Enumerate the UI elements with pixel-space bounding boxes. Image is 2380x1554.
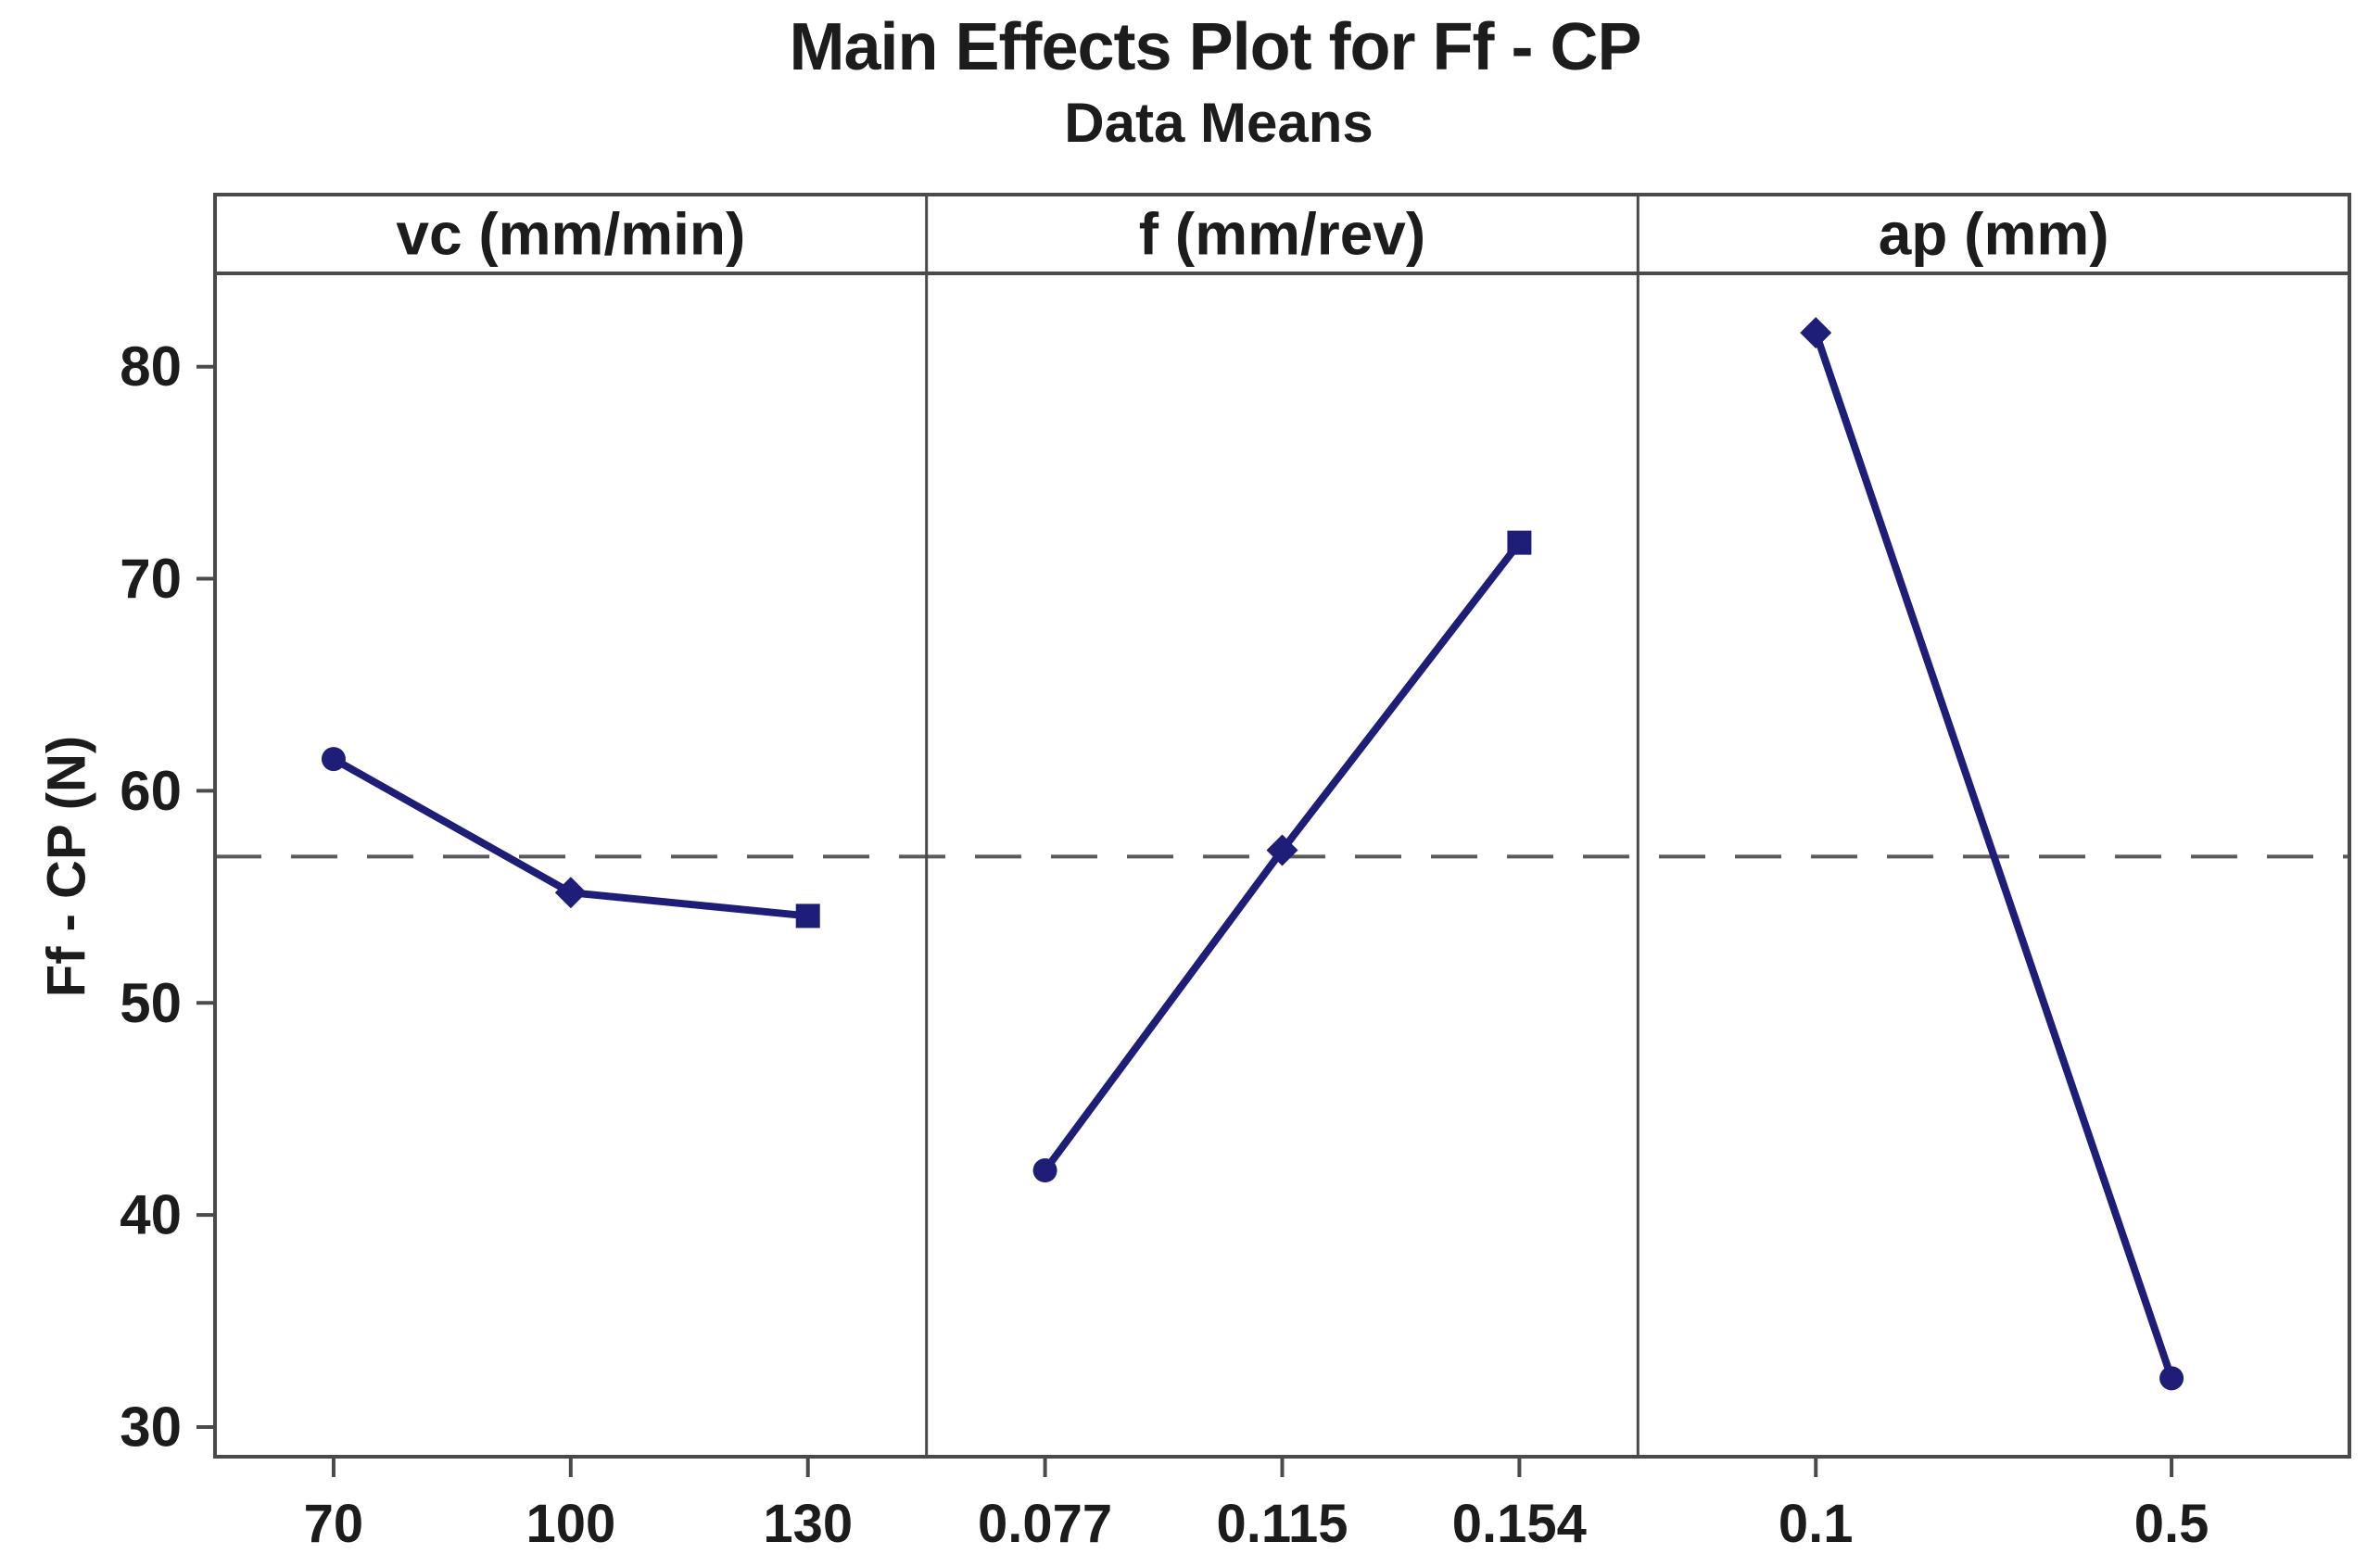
y-tick-label: 70 bbox=[120, 548, 182, 610]
data-point-marker bbox=[2159, 1366, 2184, 1391]
data-point-marker bbox=[795, 903, 820, 929]
panel-header-label: ap (mm) bbox=[1879, 201, 2109, 268]
series-line bbox=[1812, 329, 2176, 1383]
x-tick-label: 0.154 bbox=[1452, 1494, 1587, 1554]
y-tick-label: 30 bbox=[120, 1396, 182, 1458]
x-tick-label: 100 bbox=[525, 1494, 615, 1554]
panel-header-label: f (mm/rev) bbox=[1139, 201, 1425, 268]
y-tick-label: 60 bbox=[120, 760, 182, 822]
data-point-marker bbox=[1507, 530, 1532, 555]
data-point-marker bbox=[1800, 317, 1832, 349]
y-tick-label: 80 bbox=[120, 335, 182, 398]
chart-title: Main Effects Plot for Ff - CP bbox=[789, 10, 1641, 84]
chart-subtitle: Data Means bbox=[1064, 92, 1374, 154]
x-tick-label: 0.1 bbox=[1779, 1494, 1854, 1554]
data-point-marker bbox=[554, 877, 587, 909]
data-point-marker bbox=[1266, 834, 1298, 866]
x-tick-label: 70 bbox=[304, 1494, 364, 1554]
x-tick-label: 130 bbox=[763, 1494, 853, 1554]
y-tick-label: 50 bbox=[120, 972, 182, 1034]
data-point-marker bbox=[1032, 1158, 1057, 1183]
plot-border bbox=[213, 193, 2351, 1459]
data-point-marker bbox=[321, 747, 346, 772]
y-tick-label: 40 bbox=[120, 1184, 182, 1246]
panel-header-label: vc (mm/min) bbox=[396, 201, 745, 268]
x-tick-label: 0.115 bbox=[1217, 1494, 1348, 1554]
x-tick-label: 0.5 bbox=[2134, 1494, 2209, 1554]
x-tick-label: 0.077 bbox=[978, 1494, 1112, 1554]
